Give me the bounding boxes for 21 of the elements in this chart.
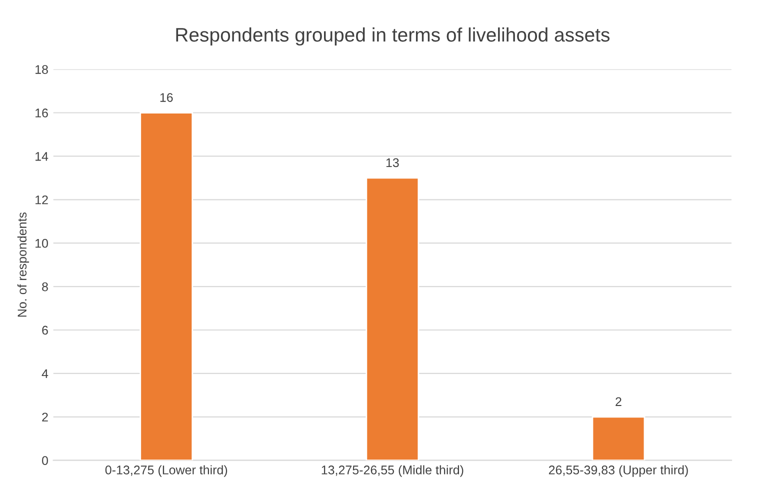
bar <box>366 177 420 460</box>
y-tick-label: 8 <box>42 282 48 292</box>
y-tick-label: 12 <box>36 195 48 204</box>
x-tick-label: 13,275-26,55 (Midle third) <box>322 465 464 477</box>
bar <box>140 112 194 460</box>
y-tick-label: 2 <box>42 412 48 422</box>
data-label: 16 <box>160 93 173 102</box>
y-tick-label: 16 <box>36 108 48 118</box>
y-tick-label: 4 <box>42 369 48 378</box>
bar <box>592 416 646 460</box>
chart-title: Respondents grouped in terms of livelihood assets <box>176 27 610 46</box>
data-label: 13 <box>386 158 399 168</box>
data-label: 2 <box>616 397 622 406</box>
y-axis-title: No. of respondents <box>17 212 30 317</box>
y-tick-label: 6 <box>42 326 48 335</box>
x-tick-label: 0-13,275 (Lower third) <box>105 465 228 477</box>
y-tick-label: 0 <box>42 456 48 465</box>
y-tick-label: 14 <box>36 152 48 161</box>
x-tick-label: 26,55-39,83 (Upper third) <box>548 465 688 477</box>
y-tick-label: 18 <box>36 65 48 74</box>
y-tick-label: 10 <box>36 238 48 248</box>
